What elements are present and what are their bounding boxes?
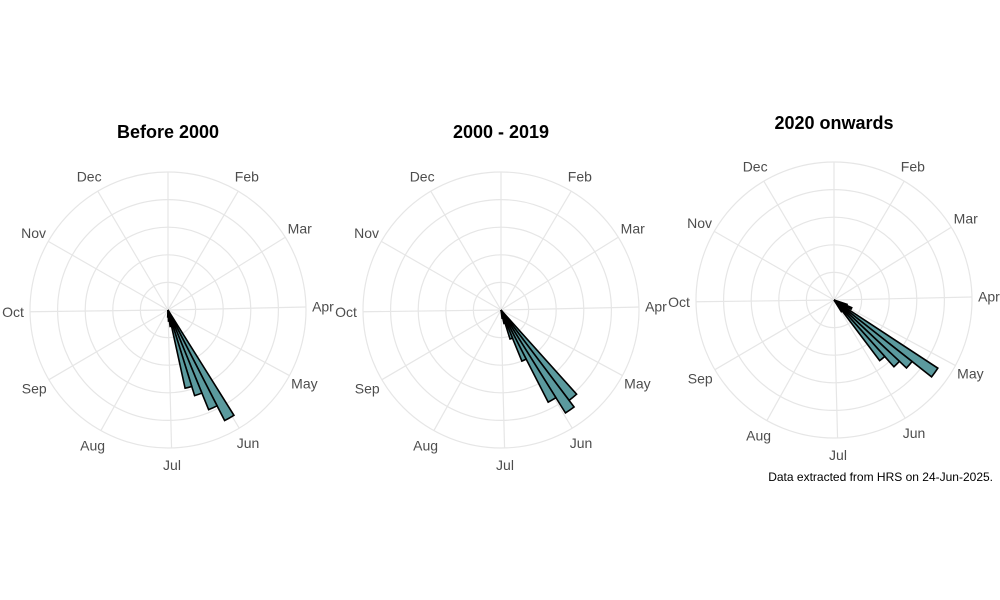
rose-panel-2: 2000 - 2019 Feb Mar Apr May Jun Jul Aug Sep Oct No… xyxy=(335,122,667,473)
rose-bar xyxy=(833,299,886,362)
month-label-dec: Dec xyxy=(410,169,435,185)
month-label-feb: Feb xyxy=(235,169,259,185)
spoke-mar xyxy=(167,236,286,311)
spoke-jul xyxy=(833,299,839,438)
spoke-feb xyxy=(167,190,239,311)
month-label-jul: Jul xyxy=(829,447,847,463)
month-label-nov: Nov xyxy=(21,225,46,241)
month-label-dec: Dec xyxy=(743,159,768,175)
rose-bar xyxy=(833,299,939,378)
spoke-sep xyxy=(48,309,169,381)
month-label-nov: Nov xyxy=(354,225,379,241)
month-label-aug: Aug xyxy=(80,437,105,453)
rose-bar xyxy=(833,299,914,370)
rose-bar xyxy=(500,309,578,402)
month-label-feb: Feb xyxy=(568,169,592,185)
rose-bar xyxy=(833,299,844,313)
spoke-may xyxy=(833,299,956,367)
rose-bar xyxy=(833,299,849,307)
rose-bar xyxy=(500,309,558,404)
month-label-aug: Aug xyxy=(746,427,771,443)
spoke-dec xyxy=(430,190,502,311)
month-label-apr: Apr xyxy=(312,299,334,315)
rose-panel-1: Before 2000 Feb Mar Apr May Jun Jul Aug Sep Oct No… xyxy=(2,122,334,473)
spoke-sep xyxy=(381,309,502,381)
spoke-aug xyxy=(766,299,835,421)
rose-bar xyxy=(500,309,528,363)
spoke-jul xyxy=(500,309,506,448)
spoke-apr xyxy=(167,306,306,311)
data-source-caption: Data extracted from HRS on 24-Jun-2025. xyxy=(768,470,993,484)
month-label-feb: Feb xyxy=(901,159,925,175)
rose-bar xyxy=(167,309,219,411)
month-label-jul: Jul xyxy=(496,457,514,473)
spoke-sep xyxy=(714,299,835,371)
month-label-mar: Mar xyxy=(288,220,312,236)
month-label-aug: Aug xyxy=(413,437,438,453)
month-label-jun: Jun xyxy=(570,435,593,451)
rose-bar xyxy=(833,299,901,368)
month-label-mar: Mar xyxy=(954,210,978,226)
spoke-nov xyxy=(713,230,835,301)
month-label-jun: Jun xyxy=(903,425,926,441)
panel-title: 2020 onwards xyxy=(774,113,893,133)
spoke-apr xyxy=(833,296,972,301)
spoke-dec xyxy=(763,180,835,301)
month-label-mar: Mar xyxy=(621,220,645,236)
spoke-jun xyxy=(833,299,906,419)
month-label-oct: Oct xyxy=(2,304,24,320)
month-label-nov: Nov xyxy=(687,215,712,231)
spoke-nov xyxy=(380,240,502,311)
spoke-aug xyxy=(100,309,169,431)
spoke-dec xyxy=(97,190,169,311)
spoke-oct xyxy=(696,299,835,303)
month-label-dec: Dec xyxy=(77,169,102,185)
spoke-feb xyxy=(833,180,905,301)
spoke-feb xyxy=(500,190,572,311)
rose-bar xyxy=(500,309,576,415)
spoke-apr xyxy=(500,306,639,311)
month-label-may: May xyxy=(291,376,317,392)
spoke-oct xyxy=(363,309,502,313)
panel-title: Before 2000 xyxy=(117,122,219,142)
spoke-aug xyxy=(433,309,502,431)
spoke-may xyxy=(500,309,623,377)
bars xyxy=(500,309,578,415)
bars xyxy=(833,299,939,378)
rose-bar xyxy=(167,309,203,397)
month-label-oct: Oct xyxy=(335,304,357,320)
bars xyxy=(166,309,236,422)
rose-bar xyxy=(166,309,170,318)
month-label-apr: Apr xyxy=(978,289,1000,305)
month-label-sep: Sep xyxy=(355,380,380,396)
rose-bar xyxy=(167,309,193,390)
panel-title: 2000 - 2019 xyxy=(453,122,549,142)
month-label-oct: Oct xyxy=(668,294,690,310)
month-label-sep: Sep xyxy=(688,370,713,386)
spoke-mar xyxy=(500,236,619,311)
spoke-jul xyxy=(167,309,173,448)
rose-bar xyxy=(500,309,504,320)
month-label-jun: Jun xyxy=(237,435,260,451)
month-label-may: May xyxy=(957,366,983,382)
spoke-oct xyxy=(30,309,169,313)
polar-grid xyxy=(695,161,973,439)
month-label-jul: Jul xyxy=(163,457,181,473)
spoke-mar xyxy=(833,226,952,301)
month-label-may: May xyxy=(624,376,650,392)
month-label-apr: Apr xyxy=(645,299,667,315)
spoke-may xyxy=(167,309,290,377)
rose-bar xyxy=(167,309,236,422)
rose-panel-3: 2020 onwards Feb Mar Apr May Jun Jul Aug Sep Oct N… xyxy=(668,113,1000,463)
month-label-sep: Sep xyxy=(22,380,47,396)
spoke-nov xyxy=(47,240,169,311)
